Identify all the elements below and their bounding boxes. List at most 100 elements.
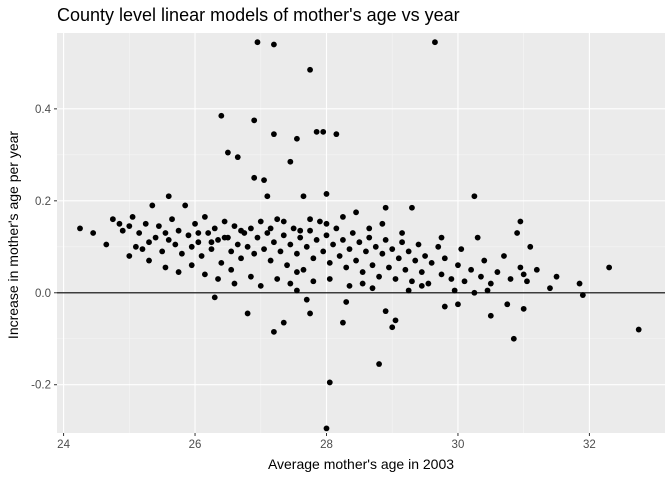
data-point — [205, 230, 212, 236]
data-point — [277, 248, 284, 255]
data-point — [264, 193, 271, 200]
data-point — [333, 225, 340, 232]
data-point — [228, 266, 235, 273]
data-point — [494, 269, 501, 275]
data-point — [159, 248, 166, 255]
data-point — [468, 266, 474, 273]
data-point — [432, 39, 438, 46]
data-point — [363, 248, 369, 255]
x-tick-label: 26 — [189, 439, 202, 451]
data-point — [261, 177, 267, 184]
y-axis-title: Increase in mother's age per year — [5, 131, 21, 339]
data-point — [346, 246, 353, 252]
data-point — [481, 257, 488, 264]
data-point — [353, 209, 359, 216]
data-point — [162, 230, 169, 236]
data-point — [287, 241, 294, 248]
data-point — [418, 282, 425, 289]
data-point — [244, 310, 251, 317]
data-point — [330, 241, 336, 248]
data-point — [201, 271, 208, 278]
minor-gridlines — [57, 33, 665, 433]
data-point — [376, 273, 382, 280]
data-point — [366, 234, 373, 241]
data-point — [300, 193, 307, 200]
data-point — [320, 128, 327, 135]
x-axis-title: Average mother's age in 2003 — [268, 456, 454, 472]
data-point — [185, 232, 192, 239]
data-point — [389, 324, 396, 331]
data-point — [251, 250, 258, 257]
data-point — [126, 223, 133, 230]
data-point — [386, 264, 392, 271]
data-point — [271, 239, 277, 246]
data-point — [392, 317, 399, 324]
data-point — [238, 227, 244, 234]
data-point — [366, 225, 373, 232]
data-point — [382, 308, 389, 315]
data-point — [297, 227, 304, 234]
data-point — [520, 305, 527, 312]
data-point — [188, 262, 195, 269]
data-points — [77, 39, 642, 432]
data-point — [146, 239, 152, 246]
data-point — [280, 218, 287, 225]
data-point — [198, 253, 205, 259]
data-point — [231, 280, 238, 287]
data-point — [195, 230, 202, 236]
data-point — [409, 278, 415, 285]
data-point — [478, 273, 484, 280]
data-point — [139, 246, 146, 252]
data-point — [224, 149, 231, 156]
data-point — [326, 259, 333, 266]
data-point — [369, 262, 376, 269]
data-point — [336, 253, 343, 259]
data-point — [303, 243, 310, 250]
data-point — [474, 234, 481, 241]
data-point — [178, 250, 185, 257]
data-point — [290, 225, 297, 232]
data-point — [317, 218, 323, 225]
data-point — [441, 255, 448, 262]
data-point — [455, 301, 461, 308]
data-point — [238, 255, 244, 262]
data-point — [165, 236, 172, 243]
data-point — [438, 271, 445, 278]
data-point — [310, 278, 317, 285]
data-point — [343, 264, 350, 271]
data-point — [211, 294, 218, 301]
data-point — [271, 41, 277, 48]
data-point — [208, 246, 215, 252]
data-point — [425, 280, 432, 287]
data-point — [369, 285, 376, 292]
data-point — [261, 246, 267, 252]
data-point — [234, 154, 241, 161]
data-point — [635, 326, 642, 333]
data-point — [254, 39, 261, 46]
data-point — [510, 335, 517, 342]
y-tick-label: 0.4 — [35, 104, 52, 116]
data-point — [192, 220, 198, 227]
data-point — [507, 276, 514, 282]
data-point — [340, 319, 346, 326]
data-point — [376, 361, 382, 367]
data-point — [142, 220, 149, 227]
data-point — [382, 204, 389, 211]
data-point — [428, 259, 435, 266]
plot-panel — [57, 33, 665, 433]
data-point — [208, 239, 215, 246]
data-point — [323, 232, 330, 239]
data-point — [458, 246, 465, 252]
data-point — [524, 278, 530, 285]
data-point — [274, 276, 281, 282]
data-point — [412, 257, 419, 264]
data-point — [326, 379, 333, 386]
data-point — [418, 269, 425, 275]
data-point — [576, 280, 583, 287]
data-point — [109, 216, 116, 223]
data-point — [359, 280, 366, 287]
data-point — [136, 230, 143, 236]
x-axis-ticks: 24 26 28 30 32 — [57, 433, 596, 451]
data-point — [349, 230, 356, 236]
